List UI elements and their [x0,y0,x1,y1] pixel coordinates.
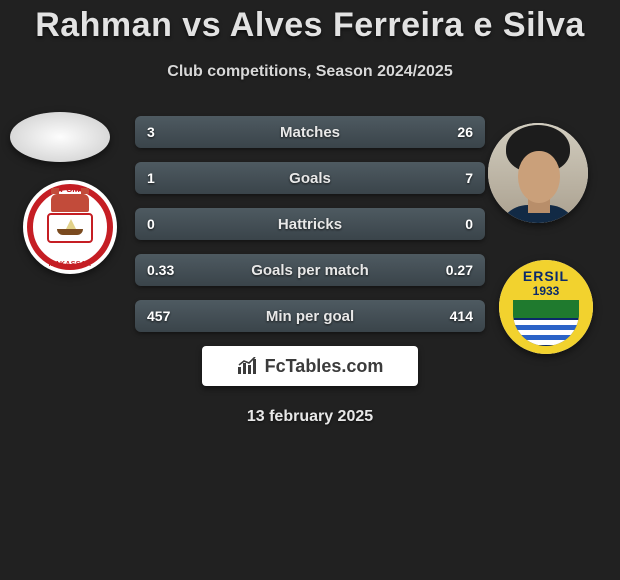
stat-label: Hattricks [187,216,433,233]
stat-right-value: 414 [433,308,473,324]
brand-badge: FcTables.com [202,346,418,386]
chart-icon [237,357,259,375]
stat-left-value: 3 [147,124,187,140]
stat-label: Goals [187,170,433,187]
stat-left-value: 1 [147,170,187,186]
stat-label: Goals per match [187,262,433,279]
stat-left-value: 0 [147,216,187,232]
club-right-badge: ERSIL 1933 [499,260,593,354]
club-left-badge: PSM MAKASSAR [23,180,117,274]
stat-row: 0.33 Goals per match 0.27 [135,254,485,286]
brand-text: FcTables.com [265,356,384,377]
club-left-top-text: PSM [23,184,117,194]
stat-right-value: 0.27 [433,262,473,278]
stat-row: 3 Matches 26 [135,116,485,148]
club-right-top-text: ERSIL [499,268,593,284]
stat-right-value: 7 [433,170,473,186]
stat-row: 0 Hattricks 0 [135,208,485,240]
club-left-bottom-text: MAKASSAR [23,261,117,268]
stat-left-value: 457 [147,308,187,324]
player-right-avatar [488,123,588,223]
page-title: Rahman vs Alves Ferreira e Silva [0,0,620,45]
stat-label: Min per goal [187,308,433,325]
stats-table: 3 Matches 26 1 Goals 7 0 Hattricks 0 0.3… [135,116,485,332]
player-left-avatar [10,112,110,162]
stat-right-value: 26 [433,124,473,140]
club-right-year: 1933 [499,284,593,298]
date-text: 13 february 2025 [0,408,620,426]
stat-label: Matches [187,124,433,141]
stat-left-value: 0.33 [147,262,187,278]
subtitle: Club competitions, Season 2024/2025 [0,63,620,81]
stat-row: 1 Goals 7 [135,162,485,194]
stat-row: 457 Min per goal 414 [135,300,485,332]
stat-right-value: 0 [433,216,473,232]
